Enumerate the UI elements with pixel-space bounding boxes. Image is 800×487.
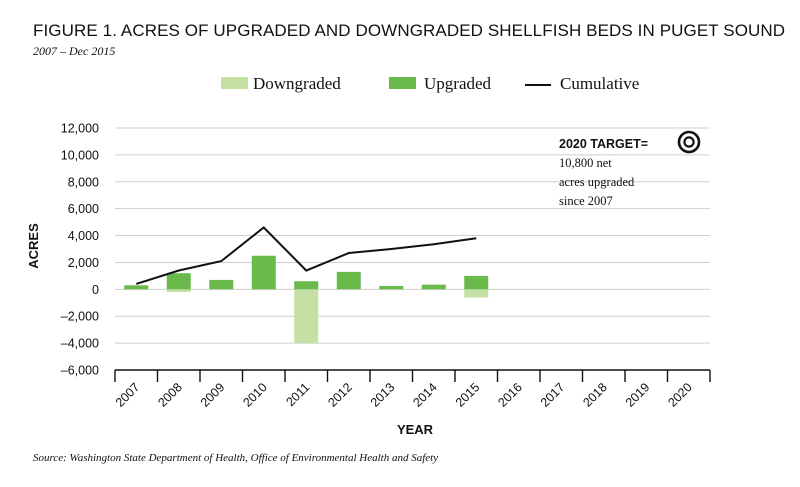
x-tick-label: 2019 — [623, 380, 653, 410]
x-tick-label: 2013 — [368, 380, 398, 410]
target-heading: 2020 TARGET= — [559, 137, 648, 151]
x-tick-label: 2010 — [240, 380, 270, 410]
upgraded-bar-2010 — [251, 255, 276, 290]
target-note-line-2: acres upgraded — [559, 175, 635, 189]
y-tick-label: –4,000 — [61, 337, 99, 351]
x-tick-label: 2008 — [155, 380, 185, 410]
upgraded-bar-2015 — [464, 275, 489, 290]
y-tick-label: 4,000 — [68, 229, 99, 243]
target-note-line-3: since 2007 — [559, 194, 613, 208]
y-axis-title: ACRES — [26, 223, 41, 269]
upgraded-bar-2011 — [294, 281, 319, 290]
upgraded-bar-2014 — [421, 284, 446, 290]
axes — [114, 369, 711, 382]
chart-subtitle: 2007 – Dec 2015 — [33, 44, 116, 58]
target-note-line-1: 10,800 net — [559, 156, 612, 170]
upgraded-bar-2009 — [209, 279, 234, 290]
legend-label-cumulative: Cumulative — [560, 74, 639, 93]
y-tick-label: 12,000 — [61, 122, 99, 136]
downgraded-bar-2011 — [294, 289, 319, 344]
x-tick-labels: 2007 2008 2009 2010 2011 2012 2013 2014 2015 2016… — [113, 380, 695, 410]
y-tick-label: –2,000 — [61, 310, 99, 324]
cumulative-series — [135, 226, 477, 285]
y-tick-label: 6,000 — [68, 202, 99, 216]
legend-swatch-upgraded — [389, 77, 416, 89]
legend-swatch-downgraded — [221, 77, 248, 89]
x-tick-label: 2007 — [113, 380, 143, 410]
source-note: Source: Washington State Department of H… — [33, 452, 439, 464]
x-tick-label: 2020 — [665, 380, 695, 410]
x-tick-label: 2012 — [325, 380, 355, 410]
y-tick-label: 8,000 — [68, 175, 99, 189]
upgraded-bar-2008 — [166, 273, 191, 290]
downgraded-bars — [166, 289, 489, 344]
x-axis-title: YEAR — [397, 422, 434, 437]
y-tick-label: 2,000 — [68, 256, 99, 270]
downgraded-bar-2015 — [464, 289, 489, 298]
target-annotation: 2020 TARGET= 10,800 net acres upgraded s… — [559, 130, 701, 208]
y-tick-label: 0 — [92, 283, 99, 297]
cumulative-line — [135, 226, 477, 285]
downgraded-bar-2008 — [166, 289, 191, 293]
chart-title: FIGURE 1. ACRES OF UPGRADED AND DOWNGRAD… — [33, 21, 786, 40]
legend-label-upgraded: Upgraded — [424, 74, 492, 93]
upgraded-bar-2007 — [124, 285, 149, 290]
y-tick-labels: 12,000 10,000 8,000 6,000 4,000 2,000 0 –2,000 –… — [61, 122, 99, 378]
x-tick-label: 2015 — [453, 380, 483, 410]
y-tick-label: –6,000 — [61, 364, 99, 378]
legend: Downgraded Upgraded Cumulative — [221, 74, 639, 93]
x-tick-label: 2011 — [283, 380, 312, 409]
upgraded-bars — [124, 255, 489, 290]
target-circle-icon — [677, 130, 701, 154]
upgraded-bar-2013 — [379, 285, 404, 290]
x-tick-label: 2014 — [410, 380, 440, 410]
x-tick-label: 2009 — [198, 380, 228, 410]
gridlines — [115, 127, 710, 371]
x-tick-label: 2016 — [495, 380, 525, 410]
x-tick-label: 2018 — [580, 380, 610, 410]
x-tick-label: 2017 — [538, 380, 568, 410]
upgraded-bar-2012 — [336, 271, 361, 290]
legend-label-downgraded: Downgraded — [253, 74, 341, 93]
y-tick-label: 10,000 — [61, 148, 99, 162]
